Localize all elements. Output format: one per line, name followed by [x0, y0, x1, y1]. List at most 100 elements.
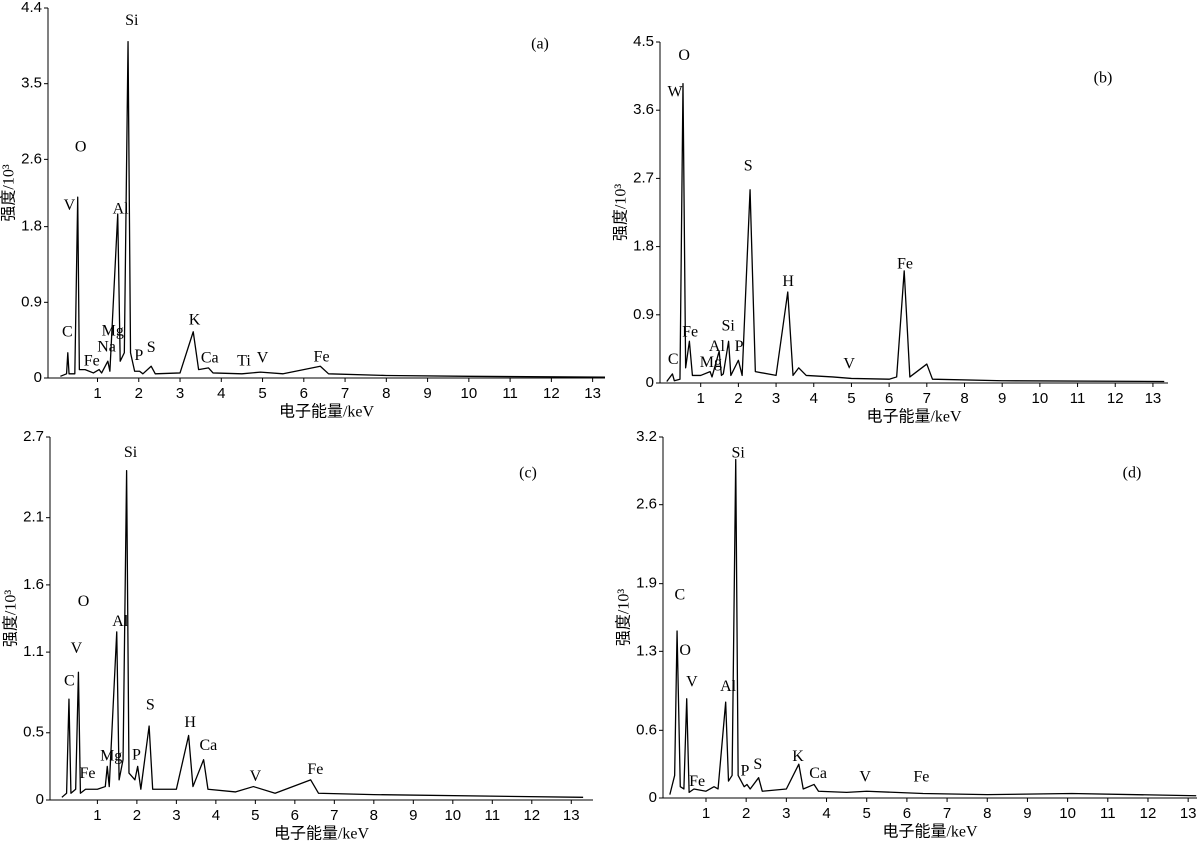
element-label: P [132, 746, 141, 763]
x-tick-label: 12 [523, 807, 540, 824]
element-label: V [71, 640, 83, 657]
panel-title: (b) [1094, 70, 1113, 87]
x-tick-label: 10 [1032, 390, 1049, 407]
y-axis-label: 强度/10³ [615, 589, 633, 646]
x-tick-label: 7 [330, 807, 338, 824]
x-tick-label: 8 [960, 390, 968, 407]
element-label: Al [112, 613, 129, 630]
x-tick-label: 2 [135, 385, 143, 402]
x-tick-label: 10 [444, 807, 461, 824]
element-label: W [668, 83, 684, 100]
element-label: Ca [199, 737, 217, 754]
x-tick-label: 9 [998, 390, 1006, 407]
element-label: C [675, 587, 686, 604]
element-label: Al [709, 338, 726, 355]
element-label: Si [722, 318, 736, 335]
element-label: H [184, 714, 196, 731]
spectrum-panel: 00.61.31.92.63.21 2 3 4 5 6 7 8 9 10 11 12 13电子能量/ke… [615, 428, 1197, 841]
spectrum-line [666, 83, 1165, 383]
element-label: P [735, 338, 744, 355]
y-tick-label: 1.1 [23, 643, 44, 660]
x-tick-label: 7 [341, 385, 349, 402]
element-label: Al [720, 678, 737, 695]
element-label: Ti [237, 353, 251, 370]
x-tick-label: 6 [300, 385, 308, 402]
x-tick-label: 4 [810, 390, 818, 407]
element-label: S [753, 756, 762, 773]
spectrum-panel: 00.91.82.63.54.41 2 3 4 5 6 7 8 9 10 11 12 13电子能量/ke… [0, 0, 606, 421]
element-label: Ca [201, 349, 219, 366]
y-tick-label: 0 [34, 369, 42, 386]
element-label: Si [125, 12, 139, 29]
x-tick-label: 6 [291, 807, 299, 824]
element-label: O [678, 47, 690, 64]
x-tick-label: 13 [1180, 805, 1197, 822]
y-tick-label: 3.2 [636, 428, 657, 445]
x-tick-label: 5 [251, 807, 259, 824]
x-axis-label: 电子能量/keV [279, 403, 375, 421]
spectrum-line [60, 40, 606, 378]
panel-title: (a) [531, 36, 549, 53]
element-label: V [686, 674, 698, 691]
y-axis-label: 强度/10³ [0, 164, 18, 221]
x-tick-label: 13 [563, 807, 580, 824]
x-tick-label: 7 [943, 805, 951, 822]
x-tick-label: 1 [702, 805, 710, 822]
element-label: Mg [700, 354, 722, 371]
y-tick-label: 1.8 [21, 218, 42, 235]
y-tick-label: 3.6 [633, 101, 654, 118]
x-tick-label: 8 [983, 805, 991, 822]
x-tick-label: 3 [782, 805, 790, 822]
element-label: V [859, 768, 871, 785]
x-tick-label: 3 [176, 385, 184, 402]
y-tick-label: 4.4 [21, 0, 42, 16]
x-tick-label: 6 [885, 390, 893, 407]
element-label: P [741, 763, 750, 780]
element-label: Fe [84, 353, 100, 370]
x-tick-label: 11 [1070, 390, 1086, 407]
element-label: O [679, 642, 691, 659]
x-axis-label: 电子能量/keV [274, 825, 370, 843]
x-tick-label: 8 [382, 385, 390, 402]
x-tick-label: 13 [584, 385, 601, 402]
x-tick-label: 9 [1023, 805, 1031, 822]
y-tick-label: 2.1 [23, 509, 44, 526]
element-label: V [257, 349, 269, 366]
element-label: C [64, 672, 75, 689]
x-tick-label: 5 [258, 385, 266, 402]
element-label: S [744, 158, 753, 175]
y-tick-label: 0.5 [23, 724, 44, 741]
element-label: V [843, 355, 855, 372]
x-tick-label: 4 [217, 385, 225, 402]
element-label: Al [113, 200, 130, 217]
element-label: Ca [809, 765, 827, 782]
x-tick-label: 1 [93, 807, 101, 824]
y-tick-label: 3.5 [21, 75, 42, 92]
x-tick-label: 13 [1145, 390, 1162, 407]
spectrum-panel: 00.51.11.62.12.71 2 3 4 5 6 7 8 9 10 11 12 13电子能量/ke… [2, 428, 593, 843]
panel-title: (c) [519, 465, 537, 482]
panel-title: (d) [1123, 465, 1142, 482]
spectrum-line [61, 469, 584, 798]
element-label: Mg [100, 748, 122, 765]
x-tick-label: 2 [734, 390, 742, 407]
element-label: Fe [913, 768, 929, 785]
x-tick-label: 11 [502, 385, 518, 402]
y-tick-label: 0 [36, 791, 44, 808]
element-label: C [668, 351, 679, 368]
x-tick-label: 6 [903, 805, 911, 822]
y-tick-label: 0.9 [21, 293, 42, 310]
x-tick-label: 2 [133, 807, 141, 824]
x-tick-label: 11 [1100, 805, 1116, 822]
element-label: Fe [314, 348, 330, 365]
x-tick-label: 4 [822, 805, 830, 822]
y-axis-label: 强度/10³ [612, 184, 630, 241]
y-tick-label: 2.7 [23, 428, 44, 445]
element-label: K [792, 748, 804, 765]
y-tick-label: 1.8 [633, 238, 654, 255]
x-tick-label: 5 [863, 805, 871, 822]
element-label: C [62, 323, 73, 340]
x-tick-label: 7 [923, 390, 931, 407]
y-tick-label: 0.9 [633, 306, 654, 323]
y-tick-label: 0 [646, 374, 654, 391]
